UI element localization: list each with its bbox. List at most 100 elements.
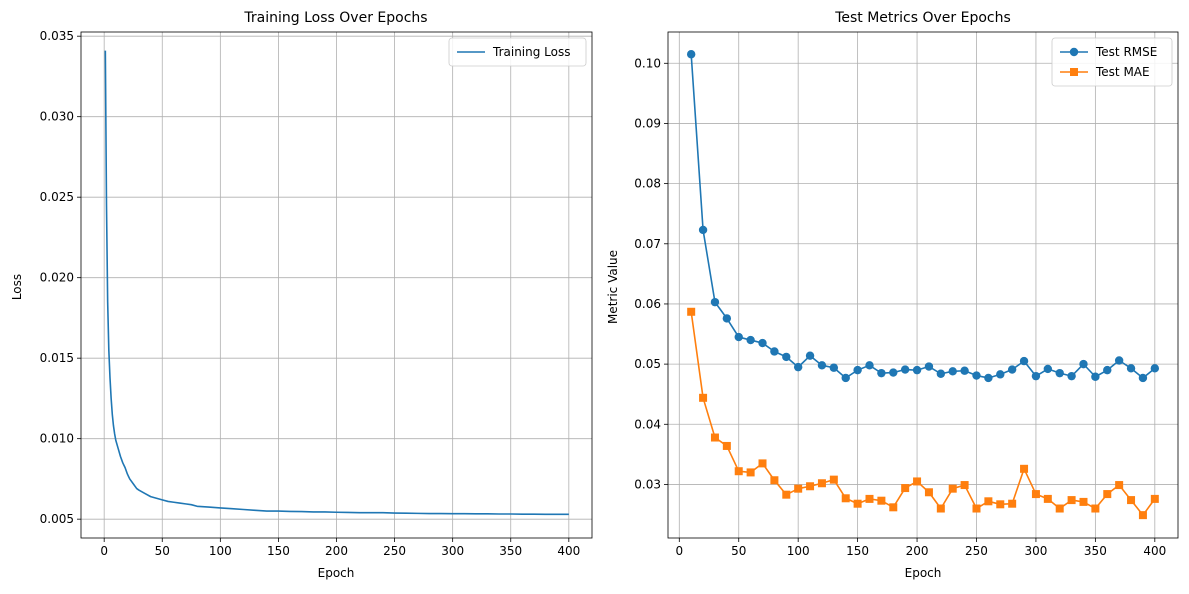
data-point <box>699 393 708 402</box>
data-point <box>996 370 1005 379</box>
data-point <box>948 484 957 493</box>
data-point <box>984 373 993 383</box>
data-point <box>889 503 898 512</box>
data-point <box>746 335 755 345</box>
y-tick-label: 0.015 <box>40 351 74 365</box>
x-tick-label: 50 <box>155 544 170 558</box>
x-tick-label: 350 <box>1084 544 1107 558</box>
legend-marker <box>1070 68 1078 76</box>
data-point <box>1043 494 1052 503</box>
data-point <box>889 368 898 377</box>
x-tick-label: 200 <box>325 544 348 558</box>
legend-label: Training Loss <box>492 45 570 59</box>
data-point <box>746 468 755 477</box>
data-point <box>996 500 1005 509</box>
y-tick-label: 0.030 <box>40 110 74 124</box>
data-point <box>1031 371 1041 381</box>
data-point <box>1079 497 1088 506</box>
data-point <box>877 368 886 378</box>
data-point <box>794 484 803 493</box>
data-point <box>841 373 850 383</box>
data-point <box>960 481 969 490</box>
data-point <box>1055 504 1064 513</box>
x-tick-label: 250 <box>965 544 988 558</box>
x-axis-label: Epoch <box>318 566 355 580</box>
y-tick-label: 0.08 <box>634 177 661 191</box>
data-point <box>1091 372 1100 381</box>
data-point <box>1114 356 1124 365</box>
data-point <box>1067 496 1076 505</box>
data-point <box>972 371 981 380</box>
data-point <box>710 433 719 442</box>
y-tick-label: 0.03 <box>634 477 661 491</box>
y-axis-label: Metric Value <box>606 250 620 324</box>
data-point <box>1127 496 1136 505</box>
data-point <box>912 365 922 375</box>
data-point <box>924 362 934 371</box>
data-point <box>829 363 839 372</box>
x-tick-label: 0 <box>675 544 683 558</box>
y-tick-label: 0.010 <box>40 432 74 446</box>
series-line-0 <box>104 50 569 516</box>
training-loss-chart: Training Loss Over Epochs Epoch Loss 0 50… <box>10 10 593 580</box>
x-axis-label: Epoch <box>905 566 942 580</box>
data-point <box>806 482 815 491</box>
data-point <box>782 352 791 362</box>
data-point <box>1150 494 1159 503</box>
data-point <box>960 366 969 375</box>
series-line-1 <box>690 311 1156 516</box>
data-point <box>782 490 791 499</box>
x-tick-label: 50 <box>731 544 746 558</box>
data-point <box>1067 371 1076 381</box>
y-tick-label: 0.07 <box>634 237 661 251</box>
data-point <box>913 477 922 486</box>
data-point <box>877 496 886 505</box>
y-axis-label: Loss <box>10 274 24 300</box>
data-point <box>900 365 910 374</box>
x-tick-label: 150 <box>267 544 290 558</box>
data-point <box>936 369 946 378</box>
y-tick-label: 0.10 <box>634 56 661 70</box>
data-point <box>1103 365 1112 375</box>
data-point <box>901 484 910 493</box>
data-point <box>1055 368 1064 378</box>
data-point <box>817 361 827 370</box>
y-tick-label: 0.025 <box>40 190 74 204</box>
y-tick-label: 0.04 <box>634 417 661 431</box>
data-point <box>841 494 850 503</box>
data-point <box>793 362 803 372</box>
data-point <box>1138 511 1147 520</box>
axes-frame <box>80 31 593 539</box>
data-point <box>758 459 767 468</box>
y-tick-label: 0.020 <box>40 271 74 285</box>
y-tick-label: 0.035 <box>40 29 74 43</box>
data-point <box>1020 464 1029 473</box>
data-point <box>1007 365 1017 374</box>
data-point <box>1043 364 1053 374</box>
data-point <box>734 467 743 476</box>
y-tick-label: 0.05 <box>634 357 661 371</box>
data-point <box>722 441 731 450</box>
data-point <box>1079 359 1088 369</box>
data-point <box>1115 481 1124 490</box>
y-tick-label: 0.06 <box>634 297 661 311</box>
x-tick-label: 250 <box>383 544 406 558</box>
y-tick-label: 0.09 <box>634 116 661 130</box>
grid <box>668 32 1178 538</box>
data-point <box>687 307 696 316</box>
legend-marker <box>1069 47 1079 57</box>
data-point <box>698 225 708 235</box>
x-tick-label: 400 <box>557 544 580 558</box>
data-point <box>1126 364 1136 373</box>
x-tick-label: 400 <box>1143 544 1166 558</box>
legend-box <box>1051 37 1173 87</box>
data-point <box>829 475 838 484</box>
data-point <box>853 499 862 508</box>
x-tick-label: 150 <box>846 544 869 558</box>
data-point <box>865 494 874 503</box>
data-point <box>722 314 732 323</box>
data-point <box>924 488 933 497</box>
legend-label: Test MAE <box>1095 65 1150 79</box>
data-point <box>1008 499 1017 508</box>
